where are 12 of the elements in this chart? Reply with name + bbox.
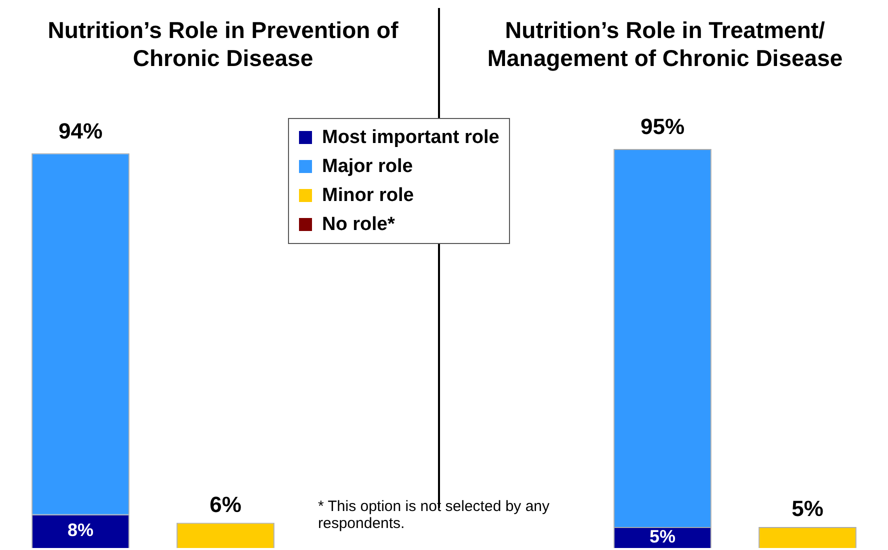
data-label: 5% — [792, 496, 824, 522]
total-label: 95% — [640, 114, 685, 140]
data-label: 6% — [210, 492, 242, 517]
data-label: 8% — [67, 520, 94, 540]
legend-label: Major role — [322, 155, 413, 179]
legend-label: No role* — [322, 213, 395, 237]
legend-label: Most important role — [322, 126, 500, 150]
total-label: 94% — [58, 118, 103, 144]
legend-label: Minor role — [322, 184, 414, 208]
chart-title: Nutrition’s Role in Prevention of Chronic Disease — [46, 16, 400, 72]
chart-title: Nutrition’s Role in Treatment/ Management of Chronic Disease — [486, 16, 844, 72]
data-label: 5% — [649, 526, 676, 546]
